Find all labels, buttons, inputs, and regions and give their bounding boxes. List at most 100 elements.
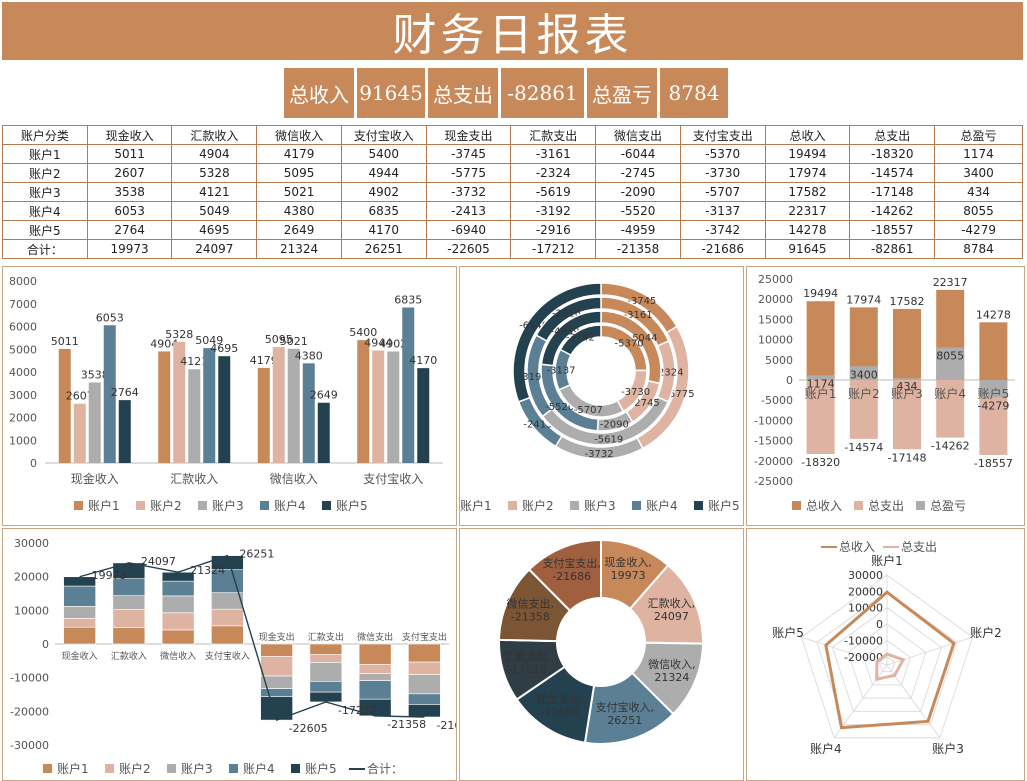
table-cell: -6044 [595, 144, 681, 164]
stacked-bar-segment [112, 595, 146, 610]
radar-spoke [801, 636, 888, 666]
data-label: -3742 [566, 333, 595, 344]
table-cell: -21358 [595, 239, 681, 259]
table-cell: 账户2 [2, 163, 88, 183]
data-label: 5400 [349, 326, 377, 339]
table-header-cell: 汇款支出 [510, 125, 597, 145]
stacked-bar-segment [358, 643, 392, 665]
table-cell: 4902 [340, 182, 427, 202]
data-label: -2745 [631, 398, 660, 409]
legend-label: 账户5 [336, 498, 368, 513]
legend-marker [229, 764, 238, 773]
table-cell: 账户3 [2, 182, 88, 202]
x-tick-label: 汇款收入 [170, 472, 218, 486]
data-label: 微信支出, -21358 [506, 597, 554, 624]
x-tick-label: 账户2 [848, 386, 880, 401]
table-row: 合计： 19973 24097 21324 26251 -22605 -17212 -2135… [2, 239, 1023, 259]
bar [317, 402, 330, 463]
legend-label: 账户4 [646, 498, 678, 513]
data-label: -2413 [523, 419, 552, 430]
total-doughnut-chart: 现金收入, 19973 汇款收入, 24097 微信收入, 21324 支付宝收入, 2625… [498, 538, 705, 745]
legend-label: 账户2 [119, 761, 151, 776]
data-label: 2607 [66, 390, 94, 403]
table-cell: 1174 [934, 144, 1023, 164]
table-header-row: 账户分类 现金收入 汇款收入 微信收入 支付宝收入 现金支出 汇款支出 微信支出 支付宝支出 总收… [2, 125, 1023, 145]
stacked-bar-segment [260, 656, 293, 677]
stacked-bar-segment [161, 595, 195, 614]
legend-label: 总盈亏 [930, 499, 966, 513]
table-cell: 22317 [764, 201, 851, 221]
data-label: -3137 [546, 366, 575, 377]
r-tick-label: -20000 [844, 651, 883, 664]
x-tick-label: 汇款收入 [111, 650, 147, 662]
data-label: 19973 [92, 569, 127, 582]
legend-marker [167, 764, 176, 773]
kpi-profit-value: 8784 [660, 68, 728, 118]
doughnut-segment [527, 538, 602, 613]
table-cell: -2916 [510, 220, 597, 240]
total-bar-chart: 25000 20000 15000 10000 5000 0 -5000 -10000 -150… [754, 273, 1015, 513]
data-label-line: -21358 [511, 611, 550, 624]
data-label: -6044 [628, 333, 657, 344]
table-cell: -3732 [425, 182, 512, 202]
bar [88, 382, 101, 463]
bar [893, 378, 921, 380]
legend-label: 总支出 [868, 499, 904, 513]
bar [257, 367, 270, 463]
stacked-bar-segment [211, 625, 244, 645]
legend-label: 总收入 [806, 499, 842, 513]
y-tick-label: 25000 [758, 273, 793, 286]
table-cell: -4279 [934, 220, 1023, 240]
legend-label: 账户5 [708, 498, 740, 513]
table-row: 账户4 6053 5049 4380 6835 -2413 -3192 -5520 -3137 2… [2, 201, 1023, 221]
kpi-profit-label: 总盈亏 [587, 68, 657, 118]
data-label: -14262 [931, 440, 970, 453]
doughnut-segment [535, 296, 602, 342]
stacked-bar-segment [358, 673, 392, 681]
data-label: 5021 [280, 335, 308, 348]
bar [118, 400, 131, 463]
legend-label: 账户1 [88, 498, 120, 513]
bar [806, 380, 835, 455]
legend-marker [508, 501, 517, 510]
table-cell: 17582 [764, 182, 851, 202]
doughnut-segment [512, 282, 602, 403]
table-cell: 账户5 [2, 220, 88, 240]
panel-radar: 账户1 账户2 账户3 账户4 账户5 30000 20000 10000 0 -10000 -20… [746, 528, 1025, 781]
data-label: 19494 [803, 287, 838, 300]
bar [173, 341, 186, 463]
x-tick-label: 现金收入 [62, 650, 98, 662]
legend-label: 账户2 [150, 498, 182, 513]
data-label: 汇款支出, -17212 [503, 649, 551, 676]
table-cell: 24097 [171, 239, 258, 259]
legend-label: 账户5 [305, 761, 337, 776]
expense-doughnut-chart: -3745 -5775 -3732 -2413 -6940 -3161 -2324 -5619… [460, 282, 740, 513]
legend-marker [291, 764, 300, 773]
bar [372, 350, 385, 463]
data-label: -3192 [519, 372, 548, 383]
table-header-cell: 支付宝支出 [679, 125, 766, 145]
data-label: -4959 [550, 327, 579, 338]
data-label: -3730 [621, 387, 650, 398]
data-label: 1174 [807, 377, 835, 390]
y-tick-label: 20000 [758, 293, 793, 306]
table-cell: -14262 [849, 201, 936, 221]
table-cell: -18557 [849, 220, 936, 240]
x-tick-label: 账户1 [805, 386, 837, 401]
stacked-bar-segment [63, 626, 96, 645]
table-header-cell: 总收入 [764, 125, 851, 145]
x-tick-label: 现金收入 [71, 471, 119, 486]
table-header-cell: 汇款收入 [171, 125, 258, 145]
radar-spoke [886, 664, 941, 739]
data-label: 4695 [210, 342, 238, 355]
stacked-bar-segment [161, 612, 195, 631]
data-label: 5049 [195, 334, 223, 347]
table-row: 账户3 3538 4121 5021 4902 -3732 -5619 -2090 -5707 1… [2, 182, 1023, 202]
table-row: 账户2 2607 5328 5095 4944 -5775 -2324 -2745 -3730 1… [2, 163, 1023, 183]
data-label: 434 [897, 380, 918, 393]
radar-grid [831, 607, 943, 712]
legend-label: 总收入 [839, 540, 875, 554]
legend-marker [632, 501, 641, 510]
legend-marker [74, 501, 83, 510]
data-label: 17974 [846, 293, 881, 306]
